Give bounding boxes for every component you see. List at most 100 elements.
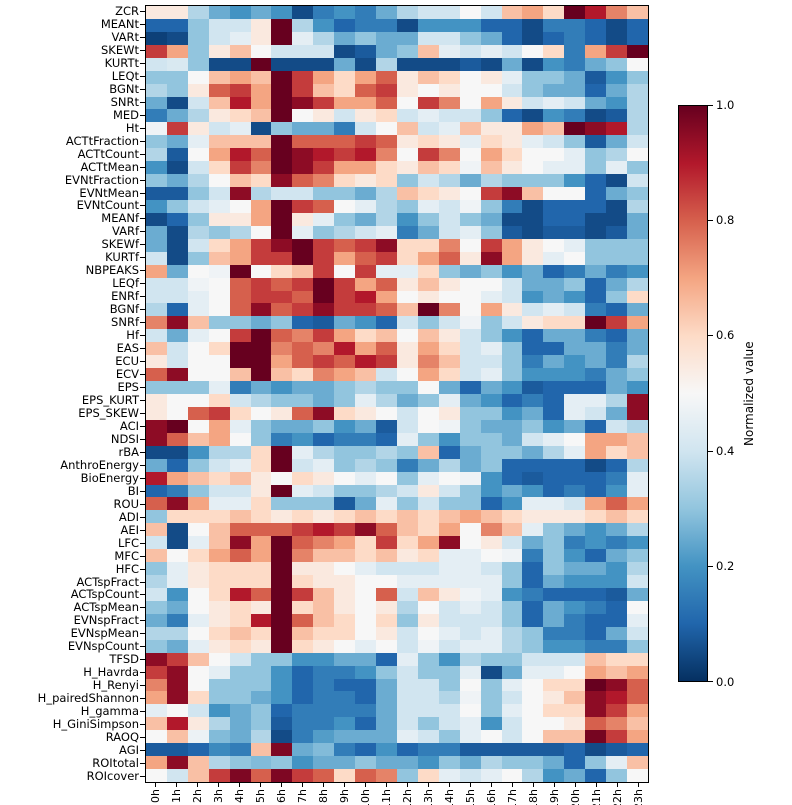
heatmap-cell [396,704,418,718]
heatmap-cell [334,70,356,84]
heatmap-cell [417,135,439,149]
heatmap-cell [250,355,272,369]
heatmap-cell [166,484,188,498]
heatmap-cell [355,200,377,213]
heatmap-cell [229,743,251,757]
heatmap-cell [606,6,628,19]
heatmap-cell [564,174,586,188]
heatmap-cell [271,432,293,446]
y-tick-label: ACTspMean [73,600,139,615]
heatmap-cell [522,83,544,97]
heatmap-cell [229,458,251,472]
heatmap-cell [313,83,335,97]
heatmap-cell [271,225,293,239]
heatmap-cell [208,212,230,226]
heatmap-cell [480,251,502,265]
heatmap-cell [376,135,397,149]
heatmap-cell [396,691,418,705]
heatmap-cell [355,600,377,614]
heatmap-cell [438,57,460,71]
heatmap-cell [229,588,251,601]
heatmap-cell [417,419,439,433]
y-tick-mark [140,348,145,350]
heatmap-cell [522,432,544,446]
heatmap-cell [334,342,356,356]
heatmap-cell [480,96,502,110]
heatmap-cell [501,665,523,679]
heatmap-cell [564,109,586,123]
heatmap-cell [564,18,586,32]
heatmap-cell [438,135,460,149]
y-tick-mark [140,672,145,674]
heatmap-cell [522,588,544,601]
y-tick-label: ECV [115,367,139,382]
heatmap-cell [606,445,628,459]
y-tick-label: ROU [113,496,139,511]
heatmap-cell [438,419,460,433]
heatmap-cell [501,96,523,110]
heatmap-cell [313,6,335,19]
heatmap-cell [313,161,335,175]
heatmap-cell [292,536,314,550]
heatmap-cell [187,432,209,446]
heatmap-cell [313,445,335,459]
heatmap-cell [438,31,460,45]
heatmap-cell [376,381,397,394]
heatmap-cell [292,471,314,485]
heatmap-cell [396,549,418,563]
heatmap-cell [166,432,188,446]
x-tick-mark [512,783,513,787]
heatmap-cell [564,626,586,640]
heatmap-cell [396,212,418,226]
heatmap-cell [166,6,188,19]
heatmap-cell [459,316,481,330]
heatmap-cell [501,109,523,123]
heatmap-cell [146,109,167,123]
heatmap-cell [313,588,335,601]
heatmap-cell [501,471,523,485]
heatmap-cell [208,419,230,433]
y-tick-label: MED [112,107,139,122]
heatmap-cell [271,691,293,705]
heatmap-cell [480,342,502,356]
heatmap-cell [543,264,565,278]
heatmap-cell [166,600,188,614]
heatmap-cell [438,536,460,550]
heatmap-cell [229,368,251,382]
heatmap-cell [166,329,188,343]
heatmap-cell [313,122,335,136]
heatmap-cell [606,588,628,601]
heatmap-cell [146,691,167,705]
heatmap-cell [522,225,544,239]
heatmap-cell [564,678,586,692]
heatmap-cell [313,264,335,278]
heatmap-cell [438,368,460,382]
heatmap-cell [208,575,230,588]
y-tick-mark [140,75,145,77]
heatmap-cell [396,316,418,330]
heatmap-cell [229,57,251,71]
heatmap-cell [208,187,230,200]
y-tick-label: AEI [120,522,139,537]
heatmap-cell [334,109,356,123]
heatmap-cell [459,290,481,304]
heatmap-cell [313,730,335,744]
heatmap-cell [187,523,209,537]
heatmap-cell [334,83,356,97]
heatmap-cell [313,652,335,666]
heatmap-cell [480,691,502,705]
heatmap-cell [271,148,293,162]
heatmap-cell [417,277,439,291]
heatmap-cell [480,264,502,278]
heatmap-cell [313,303,335,317]
heatmap-cell [355,471,377,485]
y-tick-mark [140,607,145,609]
heatmap-cell [355,148,377,162]
heatmap-cell [187,600,209,614]
heatmap-cell [564,665,586,679]
heatmap-cell [208,717,230,731]
heatmap-cell [271,342,293,356]
heatmap-cell [229,200,251,213]
heatmap-cell [271,394,293,407]
heatmap-cell [396,264,418,278]
